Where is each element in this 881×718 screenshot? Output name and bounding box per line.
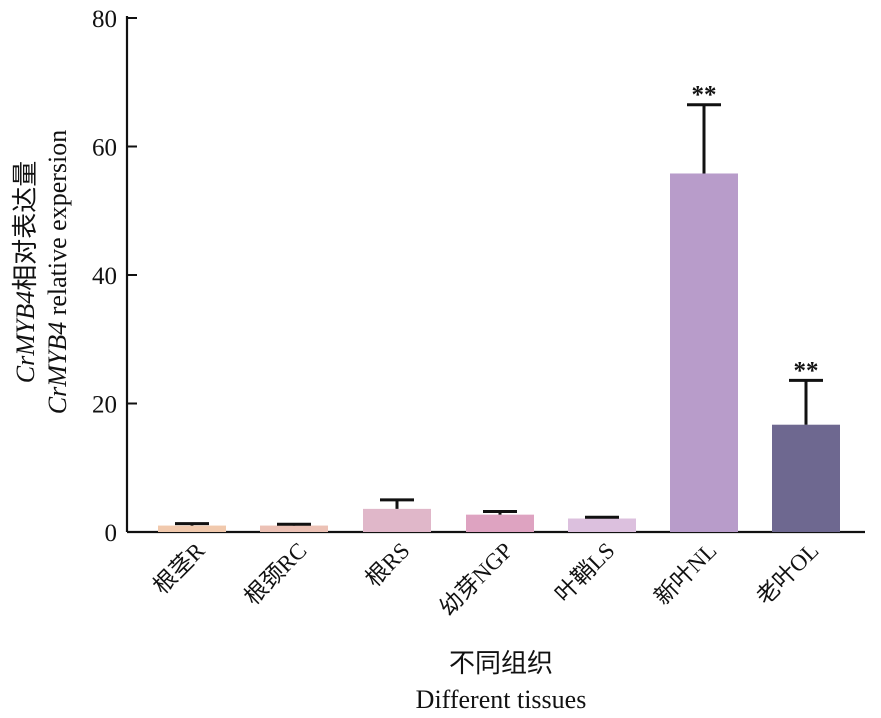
x-tick-label: 叶鞘LS [550, 538, 619, 607]
x-axis-title-zh: 不同组织 [449, 649, 553, 678]
bar [568, 518, 636, 532]
significance-label: ** [794, 357, 819, 384]
y-tick-label: 20 [92, 392, 117, 419]
y-axis-title-line1: CrMYB4相对表达量 [11, 161, 40, 383]
bar [772, 424, 840, 532]
y-tick-label: 60 [92, 135, 117, 162]
bars: ** ** [158, 82, 840, 533]
y-axis-title-line2-text: relative expersion [43, 130, 72, 322]
y-tick-label: 80 [92, 6, 117, 33]
labels: 不同组织 Different tissues CrMYB4相对表达量 CrMYB… [11, 130, 586, 714]
bar [363, 508, 431, 532]
bar [670, 173, 738, 533]
x-tick-label: 老叶OL [752, 538, 824, 610]
x-tick-label: 根茎R [148, 537, 210, 599]
y-axis-title-line2-gene: CrMYB4 [43, 322, 72, 414]
y-tick-label: 40 [92, 263, 117, 290]
bar [466, 514, 534, 532]
x-tick-label: 根RS [361, 538, 415, 592]
significance-label: ** [692, 82, 717, 109]
y-axis-title-line2: CrMYB4 relative expersion [43, 130, 72, 415]
x-axis-title-en: Different tissues [416, 685, 587, 714]
x-tick-label: 幼芽NGP [435, 538, 518, 621]
y-tick-label: 0 [105, 520, 118, 547]
bar [158, 525, 226, 532]
x-tick-label: 新叶NL [650, 538, 722, 610]
y-axis-title-line1-gene: CrMYB4 [11, 291, 40, 383]
x-tick-label: 根颈RC [240, 538, 312, 610]
bar [260, 525, 328, 532]
y-axis-title-line1-text: 相对表达量 [11, 161, 40, 291]
